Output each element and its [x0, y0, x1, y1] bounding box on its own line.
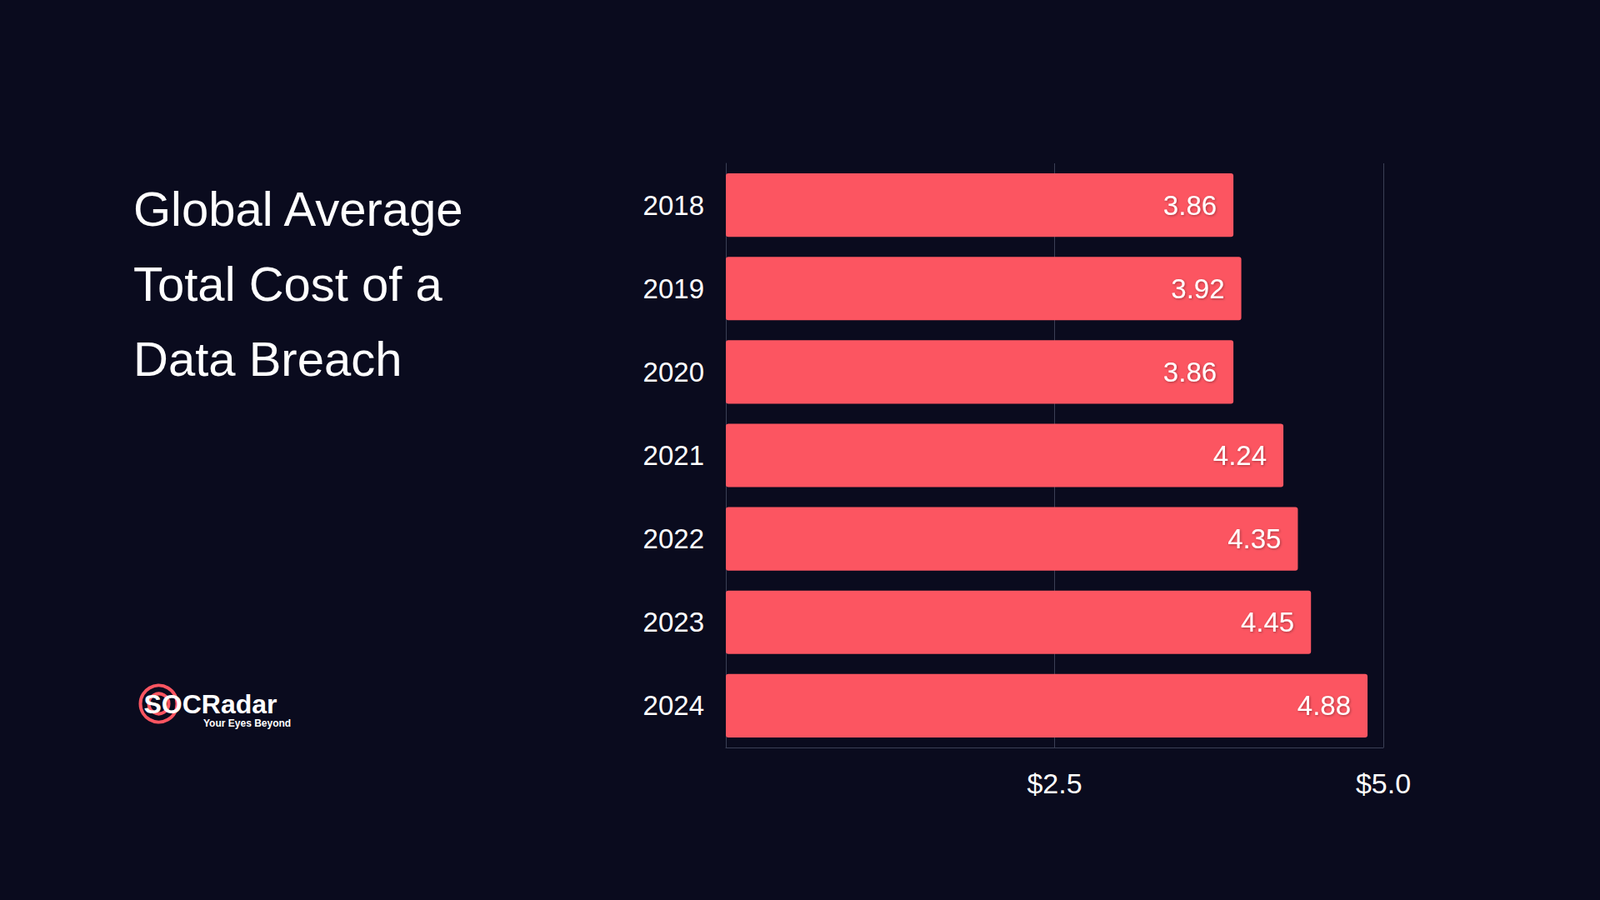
svg-text:Global Average: Global Average	[133, 181, 477, 236]
svg-text:2020: 2020	[643, 356, 705, 388]
svg-text:2023: 2023	[643, 606, 705, 638]
svg-text:4.45: 4.45	[1240, 606, 1295, 638]
svg-text:SOCRadar: SOCRadar	[144, 689, 278, 720]
svg-text:2018: 2018	[643, 190, 705, 221]
svg-text:Data Breach: Data Breach	[133, 331, 402, 386]
svg-text:2022: 2022	[643, 523, 705, 555]
svg-text:4.88: 4.88	[1297, 690, 1351, 721]
svg-text:3.92: 3.92	[1170, 273, 1225, 305]
svg-text:4.24: 4.24	[1213, 440, 1267, 471]
svg-text:4.35: 4.35	[1227, 523, 1281, 555]
svg-text:2019: 2019	[643, 273, 705, 305]
svg-text:$5.0: $5.0	[1355, 767, 1411, 800]
svg-text:2024: 2024	[643, 690, 705, 721]
svg-text:3.86: 3.86	[1163, 356, 1217, 388]
svg-text:Your Eyes Beyond: Your Eyes Beyond	[203, 717, 291, 730]
svg-text:3.86: 3.86	[1163, 190, 1217, 221]
svg-text:2021: 2021	[643, 440, 705, 471]
svg-text:Total Cost of a: Total Cost of a	[133, 256, 456, 311]
svg-text:$2.5: $2.5	[1026, 767, 1082, 800]
